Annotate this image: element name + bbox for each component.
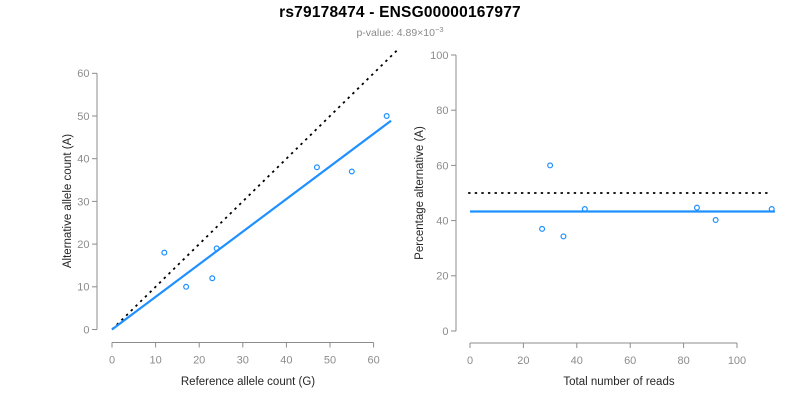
data-point	[161, 249, 168, 256]
y-tick-label: 30	[77, 196, 89, 208]
data-point	[183, 283, 190, 290]
data-point	[547, 162, 554, 169]
y-tick-label: 80	[436, 105, 448, 117]
data-point	[539, 225, 546, 232]
right-x-axis-title: Total number of reads	[563, 376, 674, 388]
y-tick-label: 0	[442, 326, 448, 338]
x-tick-label: 40	[280, 354, 292, 366]
right-y-axis-title: Percentage alternative (A)	[414, 126, 426, 260]
y-tick-label: 20	[77, 239, 89, 251]
figure-subtitle: p-value: 4.89×10−3	[0, 25, 800, 39]
data-point	[383, 112, 390, 119]
x-tick-label: 60	[624, 355, 636, 367]
data-point	[581, 206, 588, 213]
data-point	[213, 245, 220, 252]
x-tick-label: 20	[517, 355, 529, 367]
x-tick-label: 30	[237, 354, 249, 366]
y-tick-label: 50	[77, 111, 89, 123]
data-point	[209, 275, 216, 282]
x-tick-label: 100	[728, 355, 746, 367]
y-tick-label: 60	[77, 68, 89, 80]
data-point	[348, 168, 355, 175]
x-tick-label: 40	[571, 355, 583, 367]
x-tick-label: 20	[193, 354, 205, 366]
x-tick-label: 10	[149, 354, 161, 366]
x-tick-label: 50	[324, 354, 336, 366]
left-x-axis-title: Reference allele count (G)	[181, 376, 315, 388]
x-tick-label: 80	[677, 355, 689, 367]
data-point	[313, 164, 320, 171]
fit-line	[111, 119, 392, 331]
data-point	[712, 217, 719, 224]
y-tick-label: 100	[430, 50, 448, 62]
y-tick-label: 40	[436, 215, 448, 227]
pvalue-exponent: −3	[434, 25, 444, 34]
figure-title: rs79178474 - ENSG00000167977	[279, 4, 521, 21]
y-tick-label: 40	[77, 154, 89, 166]
pvalue-text: p-value: 4.89×10	[356, 27, 435, 39]
left-y-axis-title: Alternative allele count (A)	[62, 134, 74, 268]
y-tick-label: 0	[83, 324, 89, 336]
data-point	[560, 233, 567, 240]
right-panel-percentage: 0 20 40 60 80 100 0 20 40 60 80 100	[430, 50, 775, 367]
y-tick-label: 10	[77, 282, 89, 294]
x-tick-label: 0	[467, 355, 473, 367]
x-tick-label: 60	[367, 354, 379, 366]
left-panel-allele-counts: 0 10 20 30 40 50 60 0 10 20 30 40 50 60	[77, 50, 398, 366]
y-tick-label: 60	[436, 160, 448, 172]
identity-line	[111, 50, 398, 331]
y-tick-label: 20	[436, 271, 448, 283]
data-point	[768, 206, 775, 213]
data-point	[693, 204, 700, 211]
x-tick-label: 0	[109, 354, 115, 366]
